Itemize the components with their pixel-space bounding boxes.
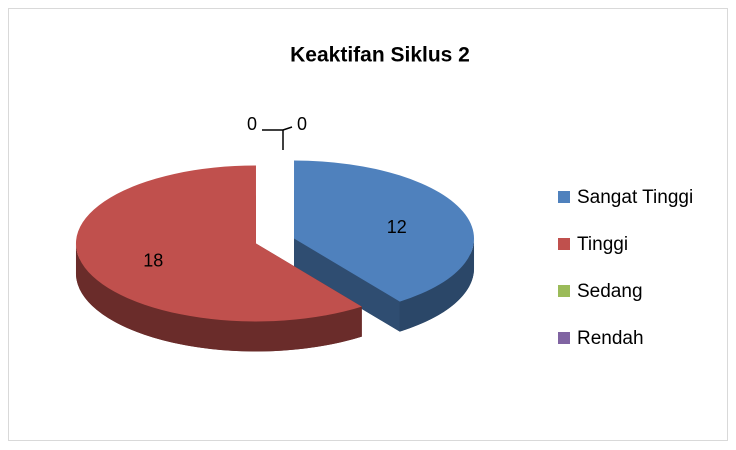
data-label: 0 bbox=[297, 114, 307, 134]
legend-label: Rendah bbox=[577, 328, 644, 349]
pie-slice bbox=[75, 165, 362, 322]
leader-line bbox=[262, 126, 293, 150]
pie-slice bbox=[294, 160, 475, 302]
slice-cut-face bbox=[294, 238, 400, 332]
chart-title: Keaktifan Siklus 2 bbox=[290, 44, 470, 67]
slice-side bbox=[75, 243, 362, 352]
data-label: 18 bbox=[143, 251, 163, 271]
legend-label: Tinggi bbox=[577, 234, 628, 255]
legend-swatch bbox=[558, 285, 570, 297]
legend-label: Sangat Tinggi bbox=[577, 187, 693, 208]
data-label: 0 bbox=[247, 114, 257, 134]
legend-label: Sedang bbox=[577, 281, 643, 302]
data-label: 12 bbox=[387, 217, 407, 237]
slice-side bbox=[399, 238, 475, 332]
legend-swatch bbox=[558, 238, 570, 250]
legend-swatch bbox=[558, 332, 570, 344]
legend-swatch bbox=[558, 191, 570, 203]
